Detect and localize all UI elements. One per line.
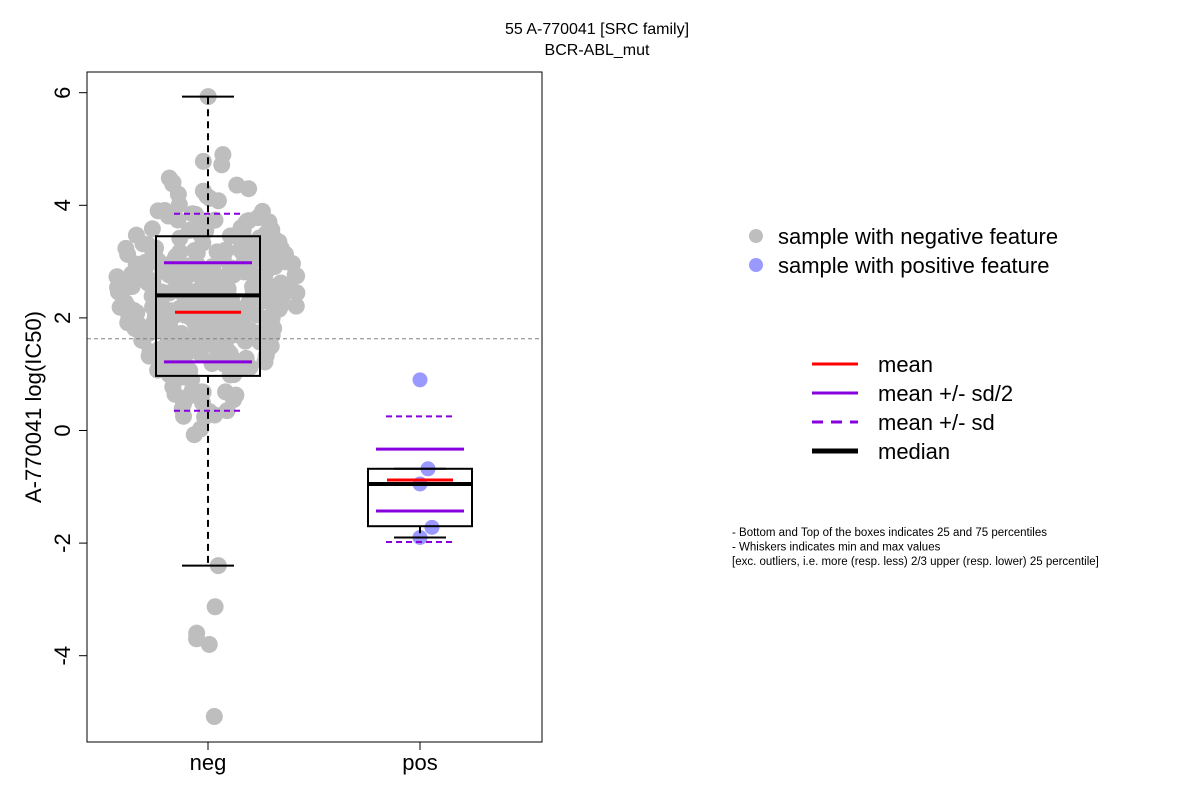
chart-notes: - Bottom and Top of the boxes indicates …: [732, 527, 1099, 568]
neg-point: [188, 630, 206, 648]
plot-frame: [86, 71, 543, 743]
neg-point: [116, 293, 134, 311]
neg-point: [200, 635, 218, 653]
neg-point: [143, 220, 161, 238]
neg-point: [209, 192, 227, 210]
chart-subtitle: BCR-ABL_mut: [545, 42, 650, 59]
legend-line-label: mean +/- sd/2: [878, 381, 1013, 406]
neg-point: [144, 298, 162, 316]
neg-point: [171, 229, 189, 247]
neg-point: [126, 320, 144, 338]
neg-point: [236, 214, 254, 232]
neg-point: [260, 213, 278, 231]
neg-point: [211, 338, 229, 356]
neg-box: [155, 235, 261, 377]
neg-point: [194, 152, 212, 170]
pos-box: [367, 467, 473, 528]
neg-point: [206, 211, 224, 229]
neg-point: [204, 284, 222, 302]
x-tick-label-neg: neg: [190, 750, 227, 775]
neg-point: [280, 279, 298, 297]
neg-point: [111, 278, 129, 296]
y-tick-label: 6: [50, 87, 75, 99]
neg-point: [208, 243, 226, 261]
neg-point: [140, 347, 158, 365]
pos-points: [412, 372, 440, 545]
legend-point-label: sample with negative feature: [778, 224, 1058, 249]
y-tick-label: 0: [50, 424, 75, 436]
neg-point: [246, 276, 264, 294]
legend-lines: mean mean +/- sd/2 mean +/- sd median: [812, 352, 1013, 464]
neg-point: [191, 267, 209, 285]
neg-point: [188, 244, 206, 262]
pos-point: [424, 519, 440, 535]
neg-point: [127, 226, 145, 244]
x-tick-label-pos: pos: [402, 750, 437, 775]
y-axis: -4 -2 0 2 4 6: [50, 87, 88, 666]
neg-point: [270, 291, 288, 309]
neg-point: [178, 267, 196, 285]
legend-point-label: sample with positive feature: [778, 253, 1049, 278]
neg-point: [191, 225, 209, 243]
neg-point: [213, 156, 231, 174]
legend-line-label: mean: [878, 352, 933, 377]
neg-point: [123, 265, 141, 283]
neg-point: [205, 708, 223, 726]
chart-note: [exc. outliers, i.e. more (resp. less) 2…: [732, 556, 1099, 568]
x-axis: neg pos: [190, 741, 438, 775]
neg-point: [159, 207, 177, 225]
chart-note: - Whiskers indicates min and max values: [732, 542, 941, 554]
neg-point: [228, 176, 246, 194]
neg-point: [259, 341, 277, 359]
neg-point: [237, 349, 255, 367]
neg-point: [206, 598, 224, 616]
neg-point: [160, 266, 178, 284]
legend-point-marker: [749, 229, 763, 243]
chart-note: - Bottom and Top of the boxes indicates …: [732, 527, 1047, 539]
neg-point: [175, 395, 193, 413]
neg-point: [287, 297, 305, 315]
neg-point: [272, 240, 290, 258]
neg-point: [257, 292, 275, 310]
neg-point: [126, 304, 144, 322]
neg-point: [230, 320, 248, 338]
y-tick-label: 4: [50, 199, 75, 211]
neg-point: [162, 306, 180, 324]
y-axis-label: A-770041 log(IC50): [21, 311, 46, 503]
legend-points: sample with negative feature sample with …: [749, 224, 1058, 278]
neg-point: [223, 359, 241, 377]
chart-title: 55 A-770041 [SRC family]: [505, 21, 689, 38]
neg-point: [207, 317, 225, 335]
neg-point: [194, 383, 212, 401]
y-tick-label: -2: [50, 533, 75, 553]
y-tick-label: -4: [50, 646, 75, 666]
neg-point: [238, 242, 256, 260]
pos-point: [412, 372, 428, 388]
y-tick-label: 2: [50, 312, 75, 324]
neg-point: [158, 325, 176, 343]
legend-line-label: mean +/- sd: [878, 410, 995, 435]
neg-points: [108, 88, 306, 726]
neg-point: [242, 304, 260, 322]
statistics-layer: [87, 95, 542, 567]
neg-point: [191, 345, 209, 363]
neg-point: [263, 309, 281, 327]
neg-point: [220, 297, 238, 315]
legend-point-marker: [749, 258, 763, 272]
neg-point: [203, 355, 221, 373]
neg-point: [224, 266, 242, 284]
neg-point: [164, 175, 182, 193]
legend-line-label: median: [878, 439, 950, 464]
neg-point: [160, 366, 178, 384]
neg-point: [288, 267, 306, 285]
